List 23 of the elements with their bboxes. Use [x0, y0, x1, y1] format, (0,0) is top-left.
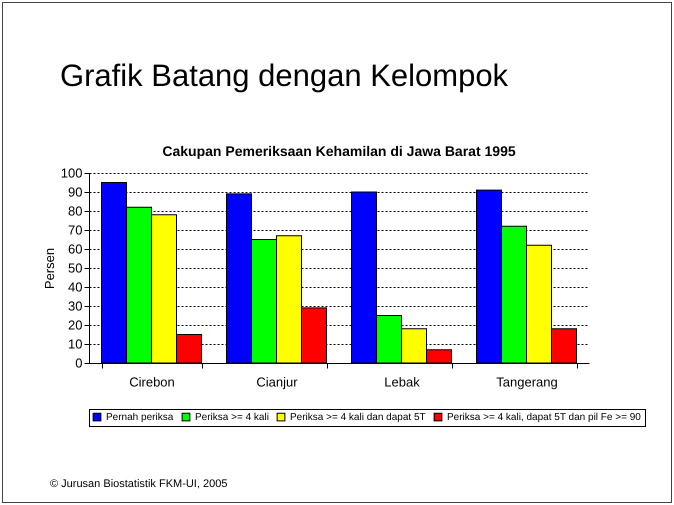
legend-label: Periksa >= 4 kali dan dapat 5T [290, 412, 426, 424]
y-tick-label: 80 [68, 204, 82, 218]
legend-label: Periksa >= 4 kali [195, 412, 269, 424]
y-tick-label: 100 [60, 166, 82, 180]
x-tick-label: Cianjur [256, 374, 298, 390]
y-tick-label: 50 [68, 260, 82, 276]
legend-label: Pernah periksa [106, 412, 174, 424]
x-tick-label: Cirebon [129, 374, 175, 390]
y-tick-label: 20 [68, 318, 82, 332]
chart-subtitle: Cakupan Pemeriksaan Kehamilan di Jawa Barat 1995 [162, 143, 516, 159]
y-tick-label: 90 [68, 184, 82, 200]
y-tick-label: 30 [68, 298, 82, 314]
y-tick-label: 0 [75, 356, 82, 370]
y-tick-label: 40 [68, 280, 82, 294]
y-tick-label: 60 [68, 242, 82, 256]
chart-title: Grafik Batang dengan Kelompok [60, 58, 508, 94]
x-tick-label: Lebak [384, 374, 420, 390]
x-tick-label: Tangerang [496, 374, 558, 390]
y-axis-title: Persen [42, 248, 57, 290]
y-tick-label: 10 [68, 336, 82, 352]
text: © Jurusan Biostatistik FKM-UI, 2005 [50, 478, 228, 490]
y-tick-label: 70 [68, 222, 82, 238]
legend-label: Periksa >= 4 kali, dapat 5T dan pil Fe >= 90 [447, 412, 642, 424]
